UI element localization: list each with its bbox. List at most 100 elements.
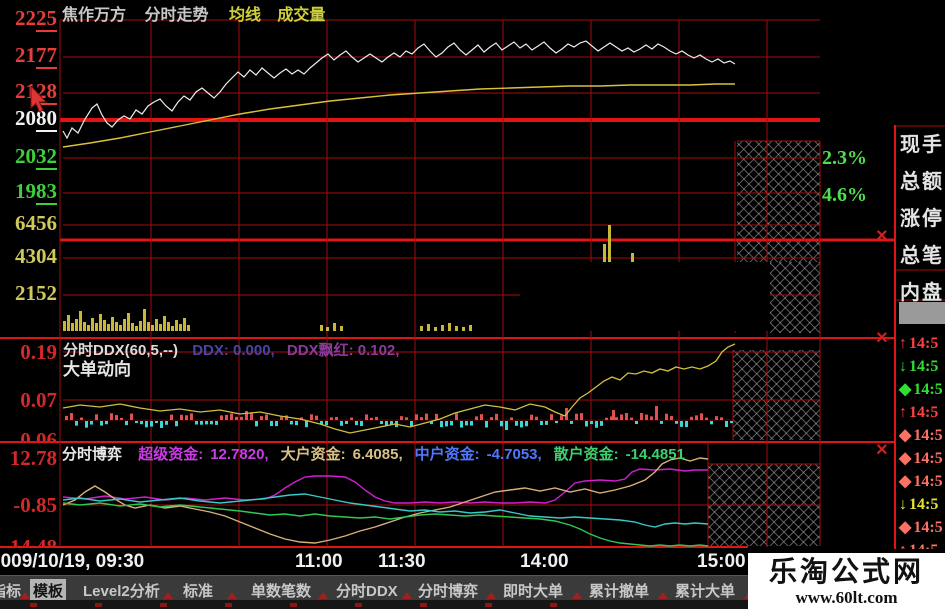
toolbar-tab[interactable]: Level2分析 — [83, 583, 160, 600]
alert-row[interactable]: ↑14:5 — [899, 403, 945, 423]
alert-row[interactable]: ◆ 14:5 — [899, 449, 945, 469]
ddx-bar — [730, 421, 733, 424]
ddx-bar — [155, 421, 158, 424]
volume-bar — [340, 326, 343, 331]
toolbar-tab[interactable]: 分时DDX — [336, 583, 398, 600]
alert-row[interactable]: ◆ 14:5 — [899, 472, 945, 492]
ddx-bar — [280, 416, 283, 420]
ddx-bar — [575, 413, 578, 420]
ddx-bar — [230, 413, 233, 420]
change-percent-label: 2.3% — [822, 147, 867, 169]
ddx-bar — [305, 421, 308, 428]
game-indicator-name: 分时博弈 — [62, 446, 123, 463]
toolbar-tab[interactable]: 累计撤单 — [589, 583, 650, 600]
ddx-bar — [205, 421, 208, 425]
splitter-close-icon[interactable]: × — [876, 225, 888, 247]
alert-row[interactable]: ◆ 14:5 — [899, 380, 945, 400]
game-axis-label: 12.78 — [9, 446, 57, 470]
alert-time: 14:5 — [909, 358, 939, 375]
ddx-axis-label: 0.07 — [20, 388, 57, 412]
chart-title: 焦作万方 分时走势 均线 成交量 — [62, 1, 325, 25]
ddx-bar — [290, 421, 293, 425]
toolbar-tab[interactable]: 分时博弈 — [418, 583, 479, 600]
toolbar-tab[interactable]: 累计大单 — [675, 583, 736, 600]
up-arrow-icon: ↑ — [899, 404, 907, 421]
fund-line — [62, 502, 709, 547]
watermark-url: www.60lt.com — [795, 588, 898, 607]
splitter-close-icon[interactable]: × — [876, 439, 888, 461]
ddx-bar — [655, 406, 658, 420]
ddx-bar — [135, 421, 138, 424]
alert-row[interactable]: ↓ 14:5 — [899, 495, 945, 515]
ddx-bar — [250, 413, 253, 420]
no-data-hatch-price — [737, 141, 820, 262]
alert-row[interactable]: ◆ 14:5 — [899, 426, 945, 446]
volume-mask-box — [520, 262, 770, 331]
ddx-bar — [510, 417, 513, 420]
ddx-bar — [612, 410, 615, 420]
splitter-close-icon[interactable]: × — [876, 327, 888, 349]
ddx-bar — [350, 417, 353, 420]
ddx-bar — [405, 417, 408, 420]
volume-bar — [434, 327, 437, 331]
panel-blank-cell — [899, 302, 945, 324]
ddx-bar — [695, 415, 698, 420]
ddx-bar — [480, 414, 483, 420]
ddx-bar — [100, 421, 103, 426]
price-axis-label: 1983 — [15, 179, 57, 205]
ddx-bar — [190, 413, 193, 420]
volume-bar — [95, 323, 98, 331]
fund-value: -14.4851 — [625, 446, 685, 463]
ddx-bar — [585, 421, 588, 427]
ddx-header: 分时DDX(60,5,--) DDX: 0.000, DDX飘红: 0.102, — [63, 339, 399, 360]
ddx-bar — [320, 421, 323, 425]
alert-row[interactable]: ↓ 14:5 — [899, 357, 945, 377]
mouse-cursor-icon — [30, 86, 48, 113]
strip-mark — [485, 603, 492, 607]
volume-bar — [469, 325, 472, 331]
toolbar-tab[interactable]: 即时大单 — [503, 583, 564, 600]
ddx-bar — [385, 421, 388, 426]
ddx-bar — [75, 421, 78, 426]
panel-field-label: 现手 — [900, 134, 944, 156]
fund-value: 6.4085, — [352, 446, 403, 463]
alert-row[interactable]: ↑14:5 — [899, 334, 945, 354]
ddx-bar — [625, 413, 628, 420]
ma-line — [62, 83, 735, 148]
volume-bar — [123, 319, 126, 331]
volume-bar — [175, 320, 178, 331]
toolbar-tab[interactable]: 单数笔数 — [251, 583, 312, 600]
ddx-bar — [665, 413, 668, 420]
ddx-bar — [465, 421, 468, 426]
toolbar-tab[interactable]: 指标 — [0, 583, 22, 600]
volume-bar — [147, 322, 150, 331]
ddx-bar — [150, 421, 153, 427]
fund-label: 超级资金: — [138, 446, 204, 463]
ddx-bar — [485, 421, 488, 428]
game-axis-label: -14.48 — [0, 537, 57, 547]
alert-row[interactable]: ◆ 14:5 — [899, 518, 945, 538]
ddx-bar — [415, 414, 418, 420]
toolbar-tab[interactable]: 模板 — [30, 579, 67, 602]
ddx-bar — [110, 413, 113, 420]
bottom-strip — [0, 600, 945, 609]
ddx-bar — [445, 421, 448, 427]
toolbar-tab[interactable]: 标准 — [183, 583, 214, 600]
ddx-bar — [330, 417, 333, 420]
alert-time: 14:5 — [913, 473, 943, 490]
alert-time: 14:5 — [913, 381, 943, 398]
volume-bar — [87, 325, 90, 331]
ddx-bar — [640, 413, 643, 420]
alert-time: 14:5 — [909, 404, 939, 421]
ddx-bar — [645, 414, 648, 420]
volume-bar — [63, 321, 66, 331]
volume-bar — [111, 317, 114, 331]
ddx-bar — [525, 421, 528, 427]
panel-field-label: 总笔 — [900, 245, 944, 267]
ddx-bar — [440, 421, 443, 428]
ddx-bar — [180, 414, 183, 420]
volume-axis-label: 2152 — [15, 281, 57, 305]
strip-mark — [420, 603, 427, 607]
ddx-bar — [725, 421, 728, 427]
volume-bar — [455, 326, 458, 331]
